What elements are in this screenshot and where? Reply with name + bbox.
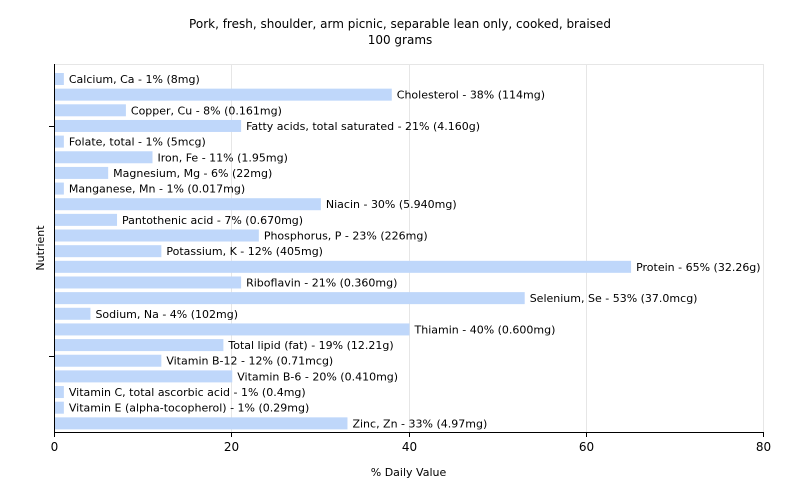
bar-label: Vitamin E (alpha-tocopherol) - 1% (0.29m… <box>69 402 309 415</box>
chart-title-block: Pork, fresh, shoulder, arm picnic, separ… <box>0 16 800 48</box>
bar <box>55 135 64 148</box>
chart-subtitle: 100 grams <box>367 33 433 47</box>
bar <box>55 245 162 258</box>
bar <box>55 386 64 399</box>
x-tick-label: 20 <box>224 440 239 454</box>
bar <box>55 307 91 320</box>
axes: 0 20 40 60 80 <box>49 64 771 454</box>
bar <box>55 73 64 85</box>
chart-title: Pork, fresh, shoulder, arm picnic, separ… <box>189 17 611 31</box>
bar <box>55 323 410 336</box>
bar <box>55 339 224 352</box>
x-tick-label: 80 <box>756 440 771 454</box>
bar-label: Fatty acids, total saturated - 21% (4.16… <box>246 120 480 133</box>
y-axis-title: Nutrient <box>34 225 47 271</box>
bar <box>55 276 242 289</box>
bars <box>55 73 632 430</box>
bar-label: Total lipid (fat) - 19% (12.21g) <box>227 339 393 352</box>
bar-label: Potassium, K - 12% (405mg) <box>166 245 323 258</box>
bar-label: Protein - 65% (32.26g) <box>636 261 761 274</box>
bar-label: Selenium, Se - 53% (37.0mcg) <box>530 292 698 305</box>
bar-label: Cholesterol - 38% (114mg) <box>397 89 545 102</box>
bar-label: Riboflavin - 21% (0.360mg) <box>246 276 397 289</box>
bar <box>55 417 348 430</box>
bar-label: Niacin - 30% (5.940mg) <box>326 198 457 211</box>
bar <box>55 198 321 211</box>
bar-label: Manganese, Mn - 1% (0.017mg) <box>69 183 245 196</box>
bar-label: Copper, Cu - 8% (0.161mg) <box>131 104 282 117</box>
bar-label: Thiamin - 40% (0.600mg) <box>414 323 556 336</box>
bar <box>55 213 118 226</box>
x-tick-label: 0 <box>51 440 59 454</box>
bar <box>55 370 233 383</box>
bar-label: Magnesium, Mg - 6% (22mg) <box>113 167 272 180</box>
bar <box>55 104 126 117</box>
bar <box>55 292 525 305</box>
bar-label: Sodium, Na - 4% (102mg) <box>95 308 238 321</box>
bar-label: Phosphorus, P - 23% (226mg) <box>264 230 428 243</box>
bar <box>55 88 392 101</box>
bar <box>55 182 64 195</box>
bar <box>55 401 64 414</box>
bar <box>55 229 259 242</box>
x-axis-title: % Daily Value <box>371 466 447 479</box>
bar-label: Vitamin C, total ascorbic acid - 1% (0.4… <box>69 386 306 399</box>
x-tick-label: 60 <box>579 440 594 454</box>
bar <box>55 354 162 367</box>
bar-label: Vitamin B-6 - 20% (0.410mg) <box>237 370 398 383</box>
bar <box>55 119 242 132</box>
bar <box>55 166 109 179</box>
bar-labels: Calcium, Ca - 1% (8mg) Cholesterol - 38% … <box>69 73 761 430</box>
bar-label: Zinc, Zn - 33% (4.97mg) <box>352 417 487 430</box>
bar <box>55 151 153 164</box>
x-tick-label: 40 <box>402 440 417 454</box>
bar-label: Iron, Fe - 11% (1.95mg) <box>157 151 287 164</box>
bar-label: Calcium, Ca - 1% (8mg) <box>69 73 200 86</box>
bar-label: Pantothenic acid - 7% (0.670mg) <box>122 214 303 227</box>
bar-label: Vitamin B-12 - 12% (0.71mcg) <box>166 355 333 368</box>
bar <box>55 260 632 273</box>
bar-label: Folate, total - 1% (5mcg) <box>69 136 206 149</box>
